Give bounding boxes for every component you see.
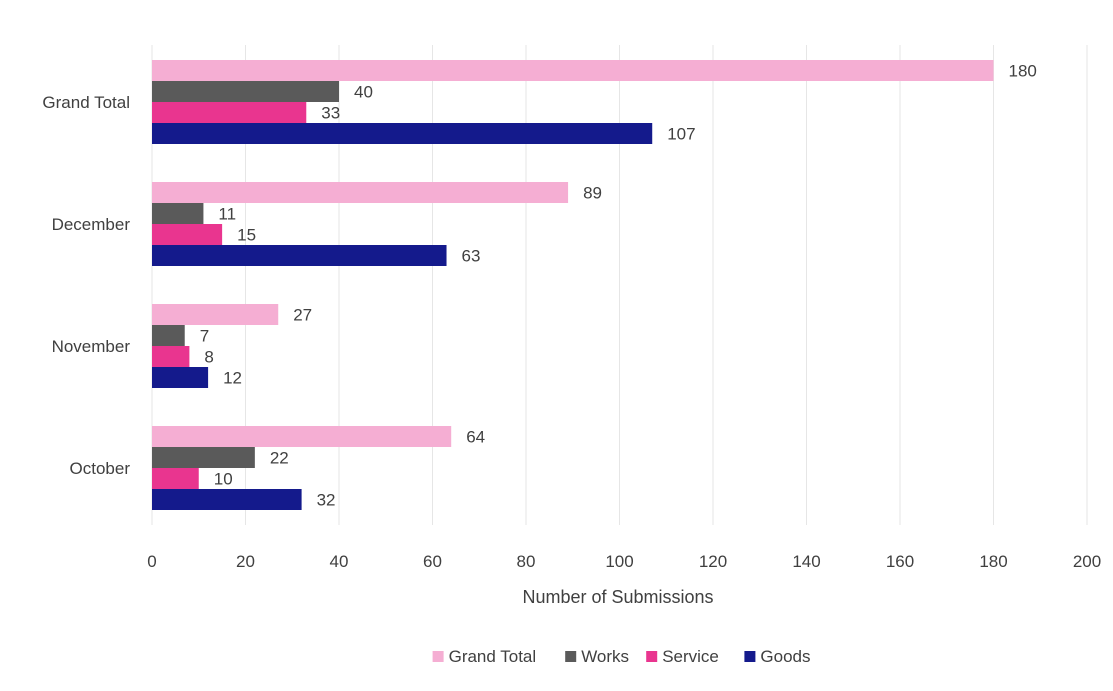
bar-grand-total-goods (152, 123, 653, 144)
category-label: December (52, 215, 131, 234)
data-label: 27 (293, 306, 312, 325)
data-label: 107 (667, 125, 695, 144)
bar-november-grand-total (152, 304, 279, 325)
category-label: Grand Total (42, 93, 130, 112)
bar-november-goods (152, 367, 209, 388)
bar-october-works (152, 447, 255, 468)
bar-grand-total-works (152, 81, 339, 102)
data-label: 32 (317, 491, 336, 510)
x-tick-label: 0 (147, 552, 156, 571)
bar-october-service (152, 468, 199, 489)
data-label: 11 (218, 205, 236, 224)
bar-november-works (152, 325, 185, 346)
bar-december-works (152, 203, 204, 224)
x-axis-title: Number of Submissions (522, 587, 713, 607)
data-label: 180 (1009, 62, 1037, 81)
data-label: 89 (583, 184, 602, 203)
x-tick-label: 120 (699, 552, 727, 571)
bar-december-service (152, 224, 223, 245)
x-tick-label: 100 (605, 552, 633, 571)
legend-label-goods: Goods (760, 647, 810, 666)
category-axis: Grand Total December November October (42, 93, 130, 478)
legend-label-works: Works (581, 647, 629, 666)
legend: Grand Total Works Service Goods (432, 647, 810, 666)
bar-november-service (152, 346, 190, 367)
bar-grand-total-grand-total (152, 60, 994, 81)
data-label: 8 (204, 348, 213, 367)
x-tick-label: 200 (1073, 552, 1101, 571)
x-tick-label: 60 (423, 552, 442, 571)
bar-october-grand-total (152, 426, 452, 447)
category-label: November (52, 337, 131, 356)
data-label: 40 (354, 83, 373, 102)
bar-december-goods (152, 245, 447, 266)
bar-grand-total-service (152, 102, 307, 123)
value-axis: 0 20 40 60 80 100 120 140 160 180 200 (147, 552, 1101, 571)
legend-label-service: Service (662, 647, 719, 666)
data-label: 64 (466, 428, 485, 447)
x-tick-label: 40 (330, 552, 349, 571)
legend-label-grand-total: Grand Total (449, 647, 537, 666)
category-label: October (70, 459, 131, 478)
legend-swatch-goods (744, 651, 756, 662)
x-tick-label: 160 (886, 552, 914, 571)
data-label: 33 (321, 104, 340, 123)
data-label: 63 (462, 247, 481, 266)
data-label: 15 (237, 226, 256, 245)
data-label: 10 (214, 470, 233, 489)
bars (152, 60, 994, 510)
x-tick-label: 180 (979, 552, 1007, 571)
data-label: 7 (200, 327, 209, 346)
x-tick-label: 80 (517, 552, 536, 571)
data-label: 12 (223, 369, 242, 388)
legend-swatch-service (646, 651, 658, 662)
legend-swatch-works (565, 651, 577, 662)
legend-swatch-grand-total (432, 651, 444, 662)
bar-december-grand-total (152, 182, 569, 203)
x-tick-label: 140 (792, 552, 820, 571)
x-tick-label: 20 (236, 552, 255, 571)
data-label: 22 (270, 449, 289, 468)
bar-october-goods (152, 489, 302, 510)
